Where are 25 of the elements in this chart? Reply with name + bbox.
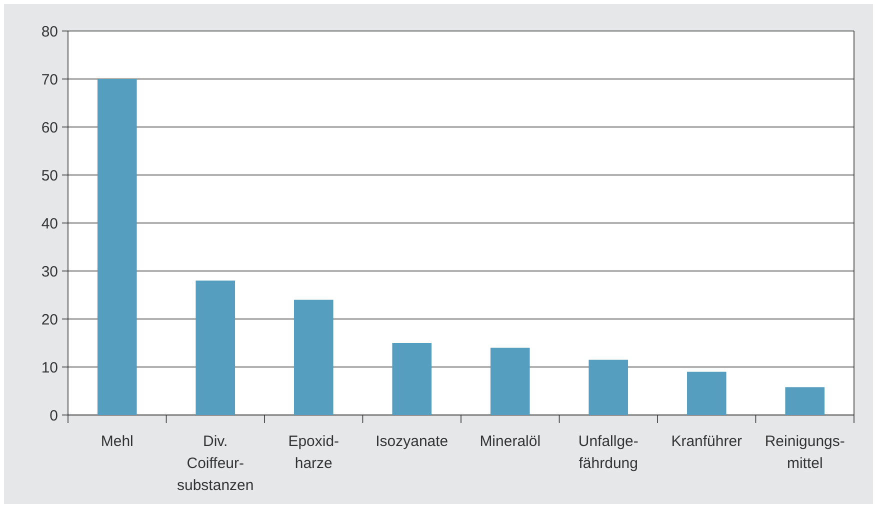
x-tick-label: Unfallge- fährdung — [578, 433, 638, 472]
x-tick-label: Div. Coiffeur- substanzen — [177, 433, 254, 494]
bar — [392, 343, 432, 415]
y-tick-label: 30 — [41, 263, 58, 280]
y-tick-label: 60 — [41, 119, 58, 136]
y-tick-label: 70 — [41, 71, 58, 88]
bar — [588, 360, 628, 415]
y-tick-label: 0 — [50, 407, 58, 424]
y-tick-label: 10 — [41, 359, 58, 376]
y-tick-label: 20 — [41, 311, 58, 328]
bar — [785, 387, 825, 415]
bar — [97, 79, 137, 415]
x-tick-label: Mineralöl — [480, 433, 541, 450]
bar — [196, 280, 236, 415]
x-tick-label: Isozyanate — [376, 433, 448, 450]
y-tick-label: 50 — [41, 167, 58, 184]
x-tick-label: Mehl — [100, 433, 134, 450]
y-tick-label: 40 — [41, 215, 58, 232]
bar — [294, 300, 334, 415]
x-tick-label: Kranführer — [671, 433, 742, 450]
y-tick-label: 80 — [41, 23, 58, 40]
x-tick-label: Epoxid- harze — [288, 433, 340, 472]
bar — [490, 348, 530, 415]
bar — [686, 372, 726, 415]
x-tick-label: Reinigungs- mittel — [764, 433, 845, 472]
